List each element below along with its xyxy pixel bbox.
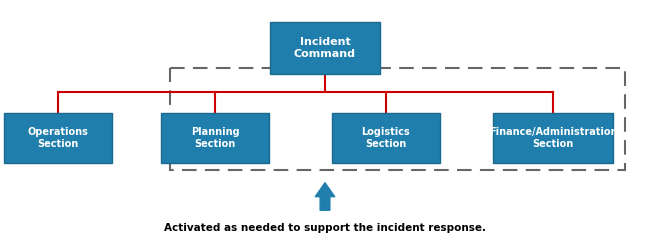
Text: Activated as needed to support the incident response.: Activated as needed to support the incid… [164, 223, 486, 233]
FancyBboxPatch shape [493, 113, 613, 163]
FancyBboxPatch shape [4, 113, 112, 163]
FancyBboxPatch shape [270, 22, 380, 74]
Text: Logistics
Section: Logistics Section [361, 127, 410, 149]
Text: Finance/Administration
Section: Finance/Administration Section [489, 127, 618, 149]
FancyBboxPatch shape [161, 113, 269, 163]
Text: Planning
Section: Planning Section [190, 127, 239, 149]
FancyBboxPatch shape [332, 113, 440, 163]
Text: Operations
Section: Operations Section [27, 127, 88, 149]
Text: Incident
Command: Incident Command [294, 37, 356, 59]
